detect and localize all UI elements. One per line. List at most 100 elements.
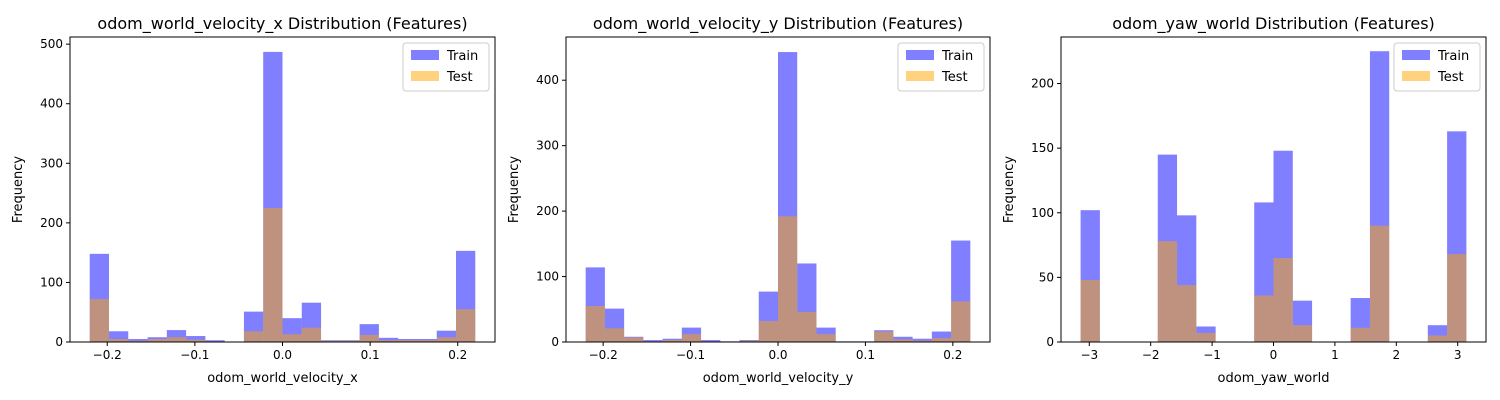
legend-label-test: Test <box>446 70 473 85</box>
x-tick-label: −2 <box>1142 348 1160 362</box>
histogram-bar <box>874 331 894 342</box>
histogram-bar <box>1196 332 1216 342</box>
histogram-bar <box>186 339 206 342</box>
legend-label-train: Train <box>446 49 478 64</box>
x-tick-label: −3 <box>1080 348 1098 362</box>
histogram-bar <box>436 330 457 342</box>
y-axis-label: Frequency <box>507 156 522 223</box>
series-test <box>89 207 476 342</box>
legend: Train Test <box>402 42 490 92</box>
chart-title: odom_yaw_world Distribution (Features) <box>1112 14 1435 34</box>
histogram-bar <box>263 207 283 342</box>
histogram-bar <box>186 336 206 342</box>
legend-label-train: Train <box>1437 49 1469 64</box>
histogram-bar <box>359 334 379 342</box>
histogram-bar <box>931 338 952 342</box>
x-tick-label: 0.2 <box>943 348 962 362</box>
series-test <box>1080 225 1467 342</box>
y-tick-label: 100 <box>536 270 559 284</box>
legend-swatch-test <box>1402 71 1430 81</box>
histogram-bar <box>321 340 341 342</box>
histogram-bar <box>1157 241 1178 342</box>
histogram-bar <box>778 216 798 342</box>
histogram-bar <box>662 340 682 342</box>
histogram-bar <box>585 306 605 342</box>
x-tick-label: 2 <box>1392 348 1400 362</box>
x-tick-label: 0.0 <box>273 348 292 362</box>
x-tick-label: −0.1 <box>676 348 705 362</box>
histogram-bar <box>604 328 625 342</box>
y-axis-label: Frequency <box>1002 156 1017 223</box>
histogram-bar <box>128 340 148 342</box>
legend-label-train: Train <box>941 49 973 64</box>
histogram-bar <box>417 340 437 342</box>
histogram-bar <box>1080 279 1100 342</box>
x-tick-label: 3 <box>1454 348 1462 362</box>
histogram-bar <box>643 340 663 342</box>
histogram-bar <box>89 299 109 342</box>
legend-label-test: Test <box>1437 70 1464 85</box>
y-tick-label: 0 <box>55 335 63 349</box>
series-train <box>1080 51 1467 343</box>
histogram-bar <box>205 340 225 342</box>
histogram-bar <box>1369 225 1390 342</box>
y-tick-label: 0 <box>551 335 559 349</box>
histogram-bar <box>701 340 721 342</box>
histogram-bar <box>340 340 360 342</box>
x-tick-label: 0.1 <box>856 348 875 362</box>
x-tick-label: 0.0 <box>768 348 787 362</box>
legend: Train Test <box>1393 42 1481 92</box>
histogram-bar <box>816 334 836 342</box>
series-test <box>585 216 971 342</box>
histogram-bar <box>1254 295 1274 342</box>
chart-title: odom_world_velocity_y Distribution (Feat… <box>593 14 963 34</box>
histogram-bar <box>931 331 952 342</box>
histogram-bar <box>1273 257 1293 342</box>
histogram-bar <box>951 301 971 342</box>
chart-panel-1: −0.2 −0.1 0.0 0.1 0.2 0 100 200 300 400 500 odom_wo… <box>11 14 496 386</box>
histogram-bar <box>1427 335 1448 342</box>
y-tick-label: 100 <box>1031 206 1054 220</box>
x-tick-label: 0 <box>1270 348 1278 362</box>
histogram-bar <box>378 337 399 342</box>
histogram-bar <box>912 338 932 342</box>
chart-panel-2: −0.2 −0.1 0.0 0.1 0.2 0 100 200 300 400 odom_world… <box>507 14 991 386</box>
histogram-bar <box>893 336 913 342</box>
histogram-bar <box>398 340 418 342</box>
x-tick-label: −0.1 <box>180 348 209 362</box>
x-tick-label: −0.2 <box>589 348 618 362</box>
histogram-bar <box>108 331 129 342</box>
histogram-bar <box>1447 254 1467 342</box>
x-tick-label: 0.1 <box>361 348 380 362</box>
legend-swatch-test <box>906 71 934 81</box>
histogram-bar <box>282 334 302 342</box>
y-tick-label: 200 <box>1031 77 1054 91</box>
y-tick-label: 0 <box>1046 335 1054 349</box>
x-axis-label: odom_world_velocity_y <box>703 371 854 386</box>
histogram-bar <box>912 340 932 342</box>
histogram-bar <box>166 330 187 342</box>
y-tick-label: 150 <box>1031 141 1054 155</box>
x-axis-label: odom_yaw_world <box>1218 371 1330 386</box>
x-tick-label: −0.2 <box>93 348 122 362</box>
legend-swatch-test <box>411 71 439 81</box>
y-tick-label: 400 <box>536 73 559 87</box>
y-tick-label: 200 <box>40 216 63 230</box>
histogram-bar <box>166 337 187 342</box>
histogram-bar <box>456 309 476 342</box>
histogram-bar <box>1350 327 1370 342</box>
y-tick-label: 50 <box>1039 270 1054 284</box>
y-axis-label: Frequency <box>11 156 26 223</box>
x-tick-label: 0.2 <box>448 348 467 362</box>
legend-label-test: Test <box>941 70 968 85</box>
x-axis-label: odom_world_velocity_x <box>207 371 358 386</box>
y-tick-label: 400 <box>40 97 63 111</box>
histogram-bar <box>436 337 457 342</box>
legend-swatch-train <box>411 50 439 60</box>
chart-panel-3: −3 −2 −1 0 1 2 3 0 50 100 150 200 odom_yaw_world Dis… <box>1002 14 1487 386</box>
y-tick-label: 500 <box>40 37 63 51</box>
legend-swatch-train <box>906 50 934 60</box>
histogram-bar <box>243 331 264 342</box>
histogram-bar <box>1292 325 1313 342</box>
